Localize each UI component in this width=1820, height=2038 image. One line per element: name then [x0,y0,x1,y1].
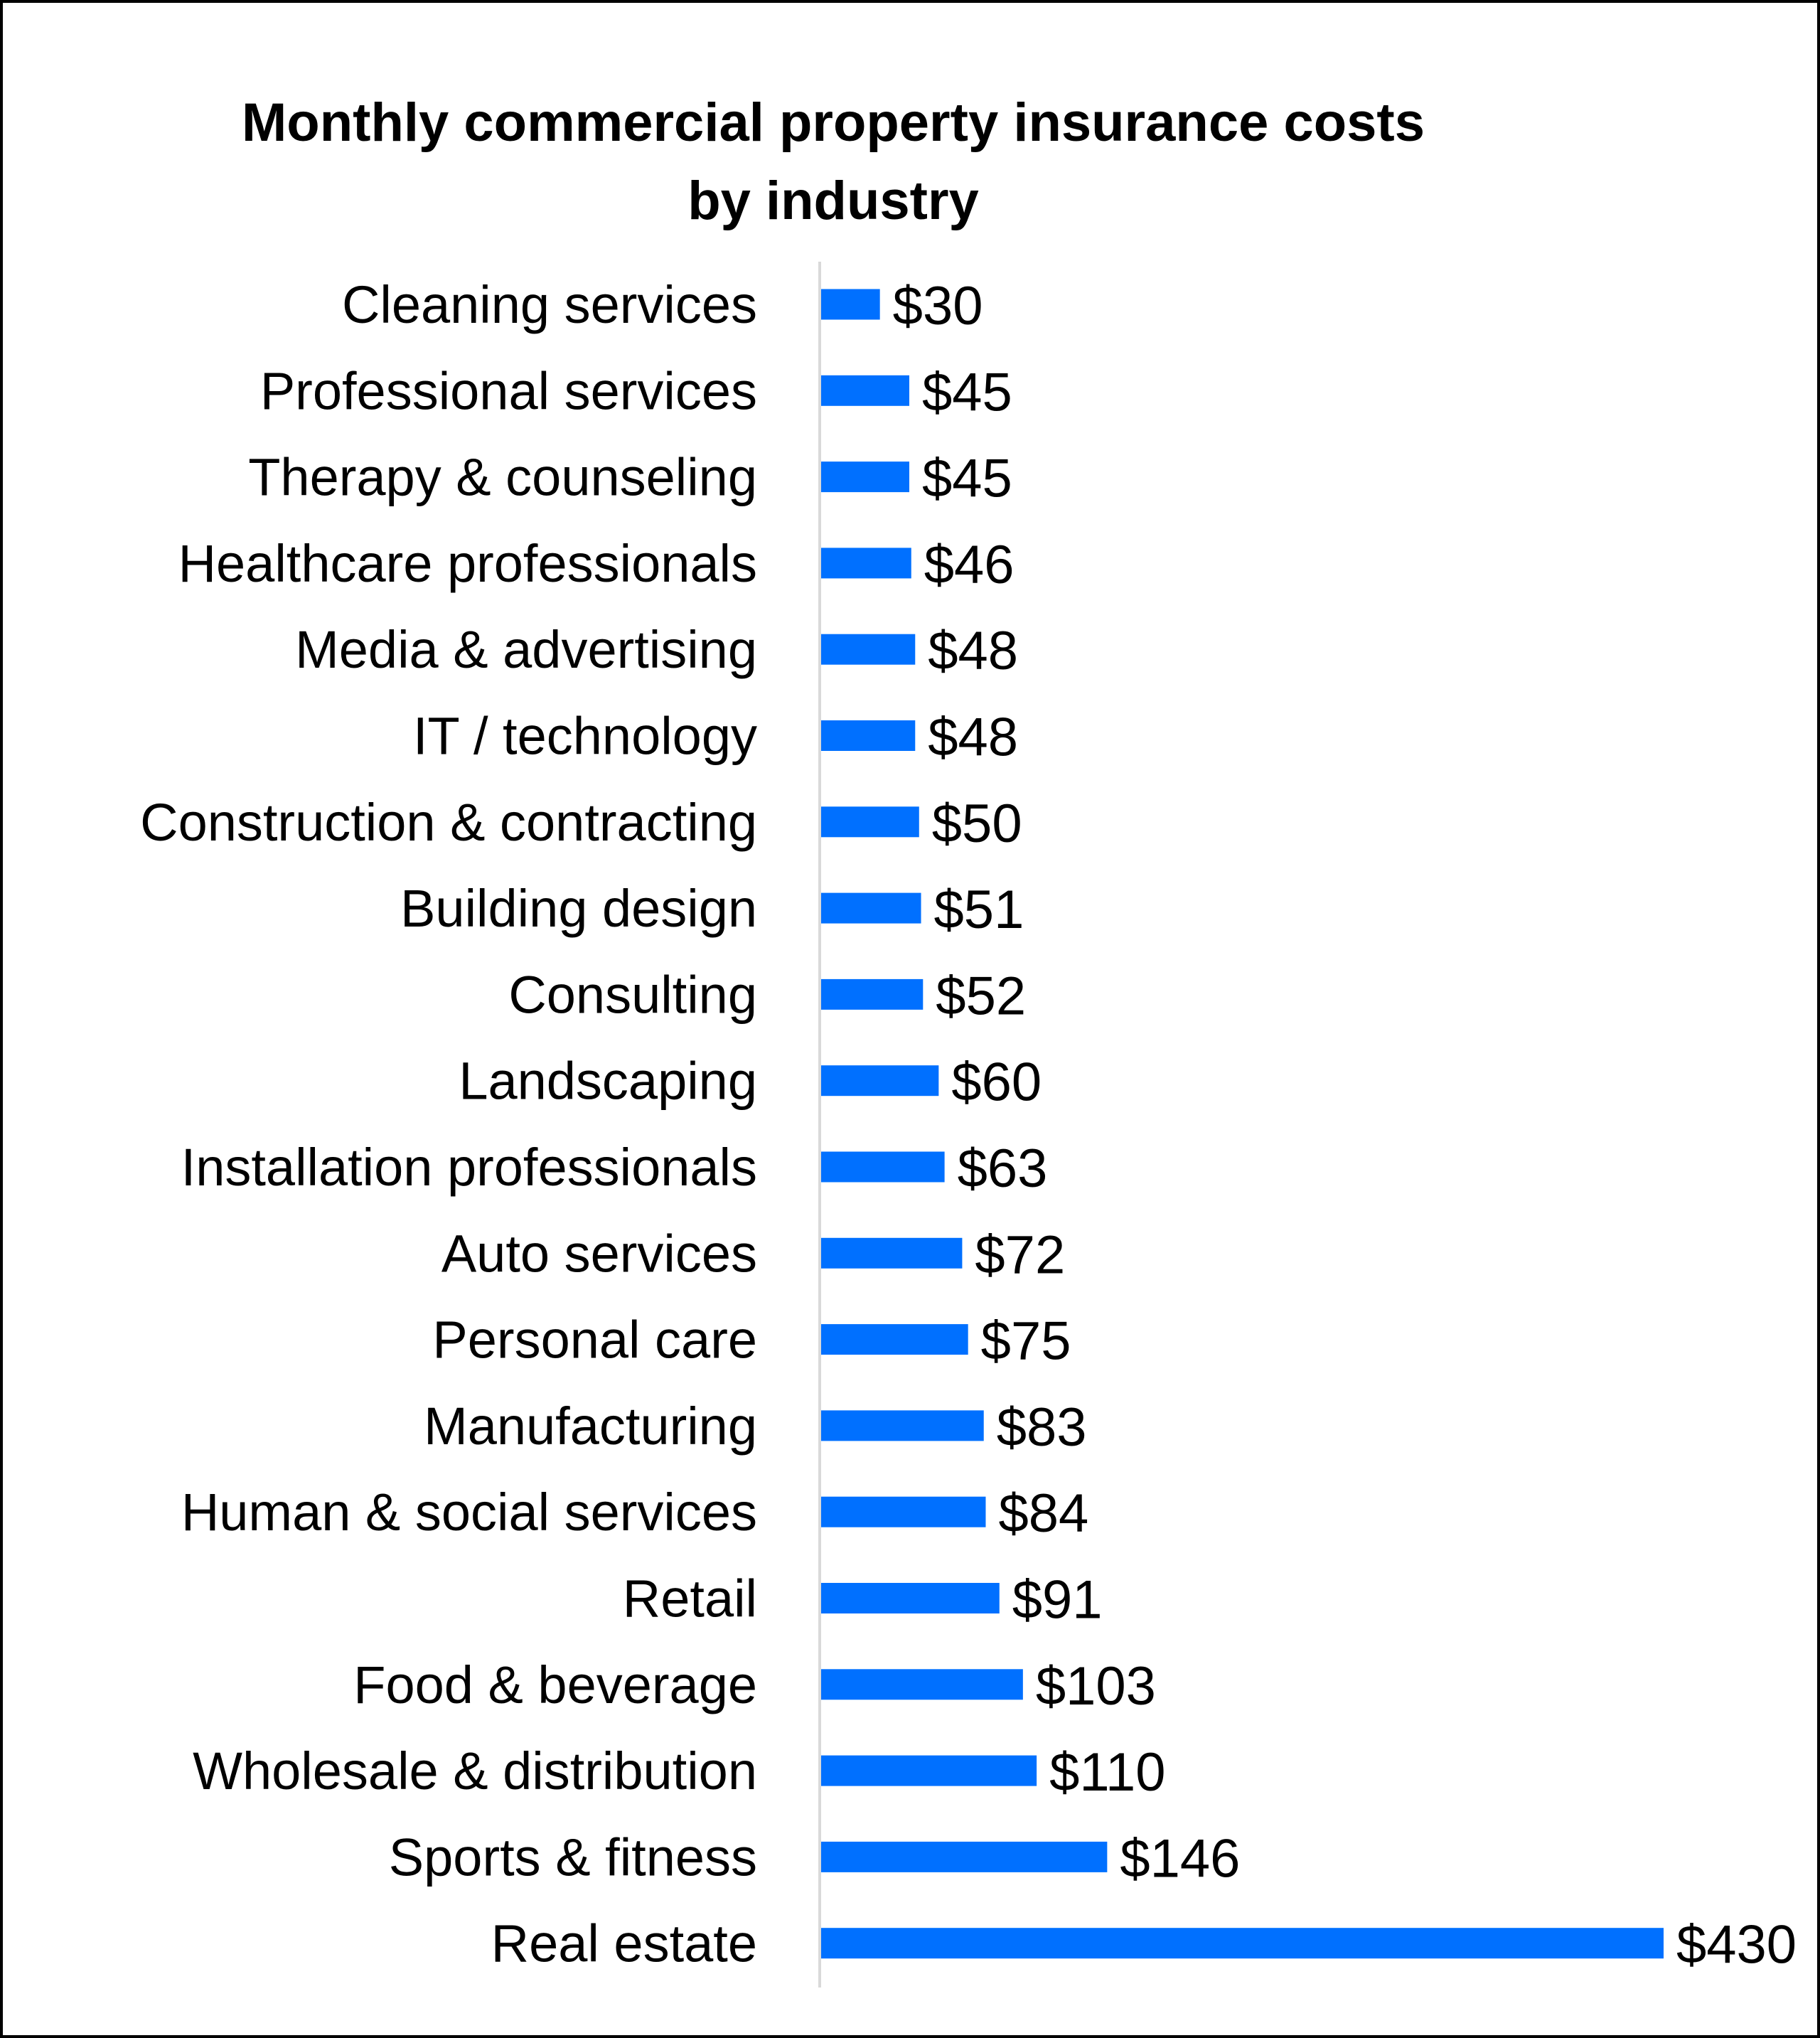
data-label: $72 [975,1225,1065,1285]
data-label: $50 [932,794,1022,854]
bar [821,1928,1664,1959]
category-tick-label: Construction & contracting [140,793,757,852]
data-label: $103 [1036,1656,1156,1717]
category-tick-label: Food & beverage [353,1655,757,1714]
data-label: $60 [951,1052,1042,1113]
bar [821,1583,1000,1613]
bar [821,1841,1108,1872]
data-label: $48 [928,621,1018,681]
category-tick-label: IT / technology [413,707,757,766]
bar [821,806,919,838]
category-tick-label: Auto services [441,1224,757,1283]
bar [821,289,880,320]
category-tick-label: Installation professionals [181,1138,757,1197]
bar [821,375,910,406]
bar [821,634,916,665]
bar [821,978,924,1010]
category-tick-label: Professional services [260,361,757,420]
data-label: $91 [1012,1570,1103,1631]
data-label: $46 [924,535,1015,595]
data-label: $75 [981,1311,1071,1372]
category-tick-label: Consulting [508,965,757,1024]
category-tick-label: Human & social services [181,1483,757,1542]
bar [821,1065,939,1097]
data-label: $52 [936,966,1026,1026]
bar [821,1496,986,1527]
data-label: $51 [934,880,1024,940]
category-tick-label: Sports & fitness [389,1828,757,1887]
category-tick-label: Landscaping [459,1052,757,1111]
category-tick-label: Retail [623,1569,757,1628]
category-tick-label: Manufacturing [424,1397,757,1456]
bar [821,720,916,751]
bar [821,1237,963,1269]
bar [821,1755,1037,1786]
bar [821,1151,945,1183]
category-tick-label: Building design [400,879,757,938]
data-label: $110 [1049,1742,1165,1803]
bar [821,892,921,924]
bar [821,462,910,493]
category-tick-label: Wholesale & distribution [193,1741,757,1800]
bar [821,548,911,579]
category-tick-label: Real estate [491,1914,757,1973]
data-label: $45 [922,449,1012,509]
bar [821,1669,1023,1700]
data-label: $48 [928,708,1018,768]
chart-title-line-1: Monthly commercial property insurance co… [242,92,1425,153]
data-label: $30 [893,276,983,336]
data-label: $63 [958,1138,1048,1199]
data-label: $146 [1120,1828,1240,1889]
data-label: $430 [1676,1915,1797,1975]
data-label: $84 [998,1483,1088,1544]
category-tick-label: Cleaning services [342,275,757,334]
category-tick-label: Therapy & counseling [248,448,757,507]
category-tick-label: Personal care [432,1311,757,1370]
chart-title-line-2: by industry [687,171,979,231]
bar [821,1410,984,1441]
data-label: $45 [922,362,1012,422]
category-tick-label: Media & advertising [295,620,757,679]
data-label: $83 [997,1397,1087,1458]
category-tick-label: Healthcare professionals [178,534,757,593]
bar [821,1324,968,1355]
